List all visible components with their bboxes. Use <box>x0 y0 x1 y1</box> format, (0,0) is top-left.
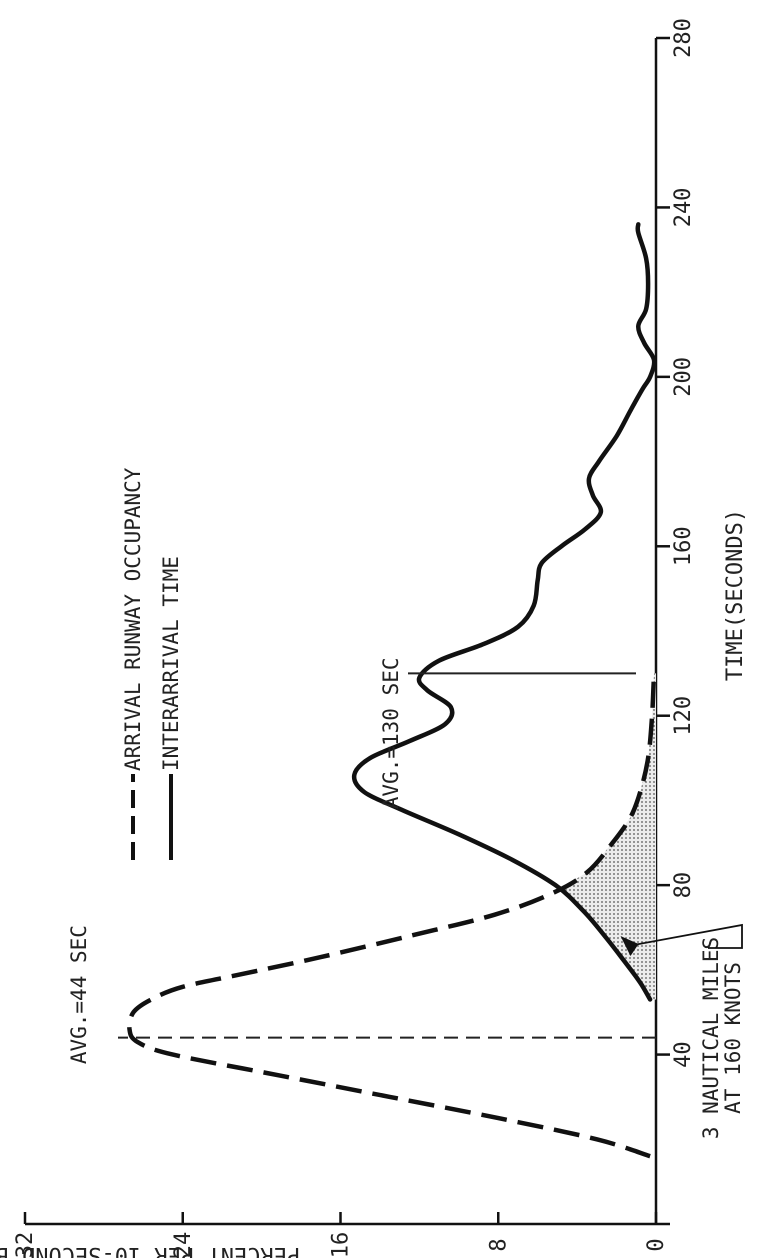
axis-titles: TIME(SECONDS) PERCENT PER 10-SECOND BIN. <box>0 509 748 1258</box>
x-tick-label: 280 <box>671 18 696 58</box>
callout-line-2: AT 160 KNOTS <box>721 962 745 1114</box>
avg-44-label: AVG.=44 SEC <box>67 925 91 1064</box>
x-tick-label: 120 <box>671 696 696 736</box>
x-tick-label: 160 <box>671 526 696 566</box>
y-tick-label: 16 <box>329 1232 354 1258</box>
y-tick-label: 0 <box>644 1238 669 1251</box>
x-tick-label: 240 <box>671 188 696 228</box>
series-group <box>127 222 657 1159</box>
x-tick-label: 80 <box>671 872 696 899</box>
callout-arrowhead <box>620 935 639 956</box>
legend-label-interarrival-time: INTERARRIVAL TIME <box>159 556 183 771</box>
overlap-shading-area <box>560 673 656 1000</box>
annotations: AVG.=44 SEC AVG.=130 SEC 3 NAUTICAL MILESA… <box>67 657 745 1139</box>
y-tick-label: 24 <box>171 1232 196 1258</box>
average-lines <box>118 672 656 1039</box>
y-axis-title: PERCENT PER 10-SECOND BIN. <box>0 1242 300 1258</box>
legend: ARRIVAL RUNWAY OCCUPANCY INTERARRIVAL TIM… <box>121 467 183 860</box>
avg-130-label: AVG.=130 SEC <box>379 657 403 809</box>
series-line-interarrival-time <box>351 222 657 1002</box>
callout-leader-line <box>628 923 743 949</box>
x-axis-title: TIME(SECONDS) <box>723 509 748 681</box>
x-tick-label: 40 <box>671 1041 696 1068</box>
ticks: 40 80 120 160 200 240 280 0 8 16 24 32 <box>13 18 696 1258</box>
overlap-shading <box>560 673 656 1000</box>
x-tick-label: 200 <box>671 357 696 397</box>
y-tick-label: 32 <box>13 1232 38 1258</box>
y-tick-label: 8 <box>486 1238 511 1251</box>
callout-line-1: 3 NAUTICAL MILES <box>699 937 723 1139</box>
legend-label-arrival-runway-occupancy: ARRIVAL RUNWAY OCCUPANCY <box>121 467 145 771</box>
axes <box>25 38 658 1226</box>
